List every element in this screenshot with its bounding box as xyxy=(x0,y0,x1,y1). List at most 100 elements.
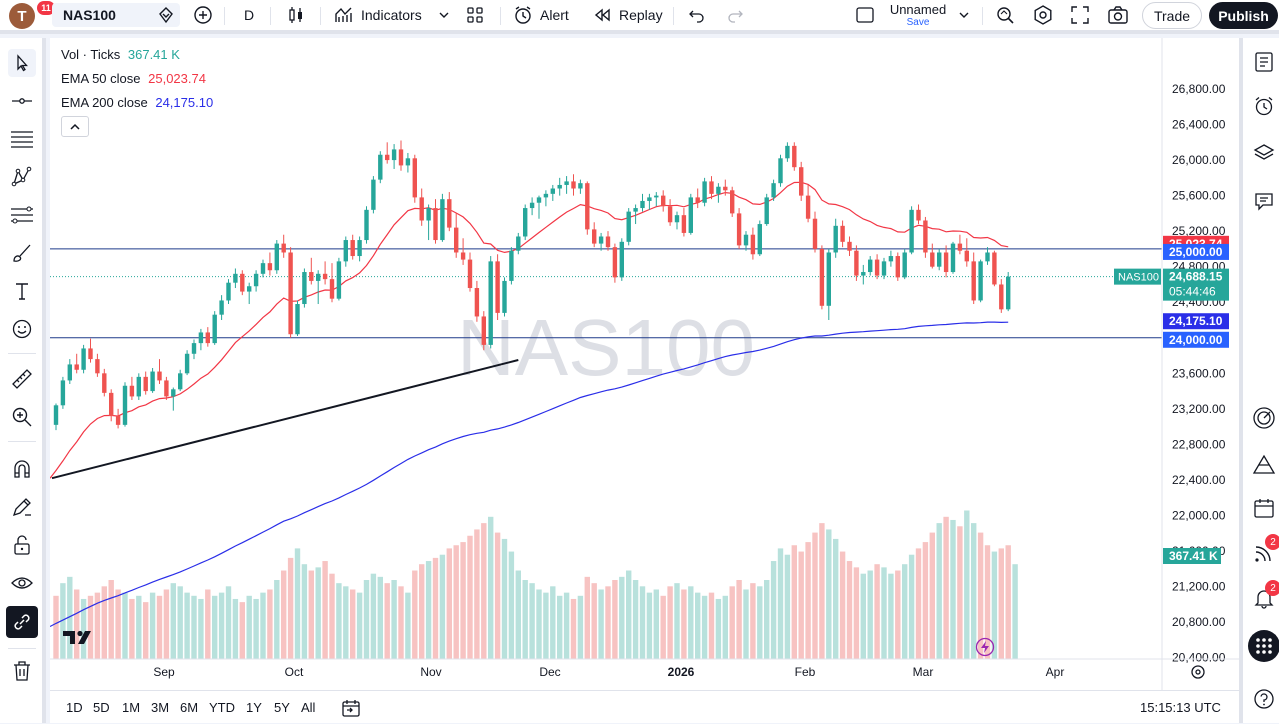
emoji-tool-icon[interactable] xyxy=(8,315,36,343)
candle-body xyxy=(253,273,259,287)
volume-legend[interactable]: Vol · Ticks 367.41 K xyxy=(61,47,180,62)
pattern-tool-icon[interactable] xyxy=(8,163,36,191)
redo-icon[interactable] xyxy=(726,0,744,30)
candle-body xyxy=(778,158,783,184)
add-symbol-icon[interactable] xyxy=(193,0,213,30)
price-tick-label: 26,800.00 xyxy=(1172,82,1226,96)
volume-bar xyxy=(453,545,459,659)
volume-bar xyxy=(860,573,866,659)
interval-button[interactable]: D xyxy=(244,7,255,23)
pattern-triangle-icon[interactable] xyxy=(1251,451,1277,477)
range-button-ytd[interactable]: YTD xyxy=(209,700,235,715)
calendar-icon[interactable] xyxy=(1251,495,1277,521)
fib-tool-icon[interactable] xyxy=(8,201,36,229)
target-icon[interactable] xyxy=(1251,405,1277,431)
candle-body xyxy=(329,279,335,299)
watchlist-icon[interactable] xyxy=(1251,49,1277,75)
range-button-6m[interactable]: 6M xyxy=(180,700,199,715)
price-chart[interactable]: NAS100 26,800.00 26,400.00 26,000.00 25,600… xyxy=(50,38,1239,690)
indicators-dropdown-icon[interactable] xyxy=(438,0,450,30)
candle-body xyxy=(785,145,790,159)
layout-dropdown-icon[interactable] xyxy=(958,0,970,30)
trade-button[interactable]: Trade xyxy=(1142,2,1202,29)
settings-gear-icon[interactable] xyxy=(1032,0,1054,30)
range-button-1m[interactable]: 1M xyxy=(122,700,141,715)
ruler-icon[interactable] xyxy=(8,365,36,393)
range-button-5d[interactable]: 5D xyxy=(93,700,110,715)
support-trendline xyxy=(51,359,519,480)
utc-clock[interactable]: 15:15:13 UTC xyxy=(1140,700,1221,715)
candle-body xyxy=(391,149,397,161)
help-icon[interactable] xyxy=(1251,686,1277,712)
horizontal-lines-icon[interactable] xyxy=(8,125,36,153)
price-tick-label: 22,800.00 xyxy=(1172,437,1226,451)
candle-body xyxy=(88,348,93,360)
user-avatar[interactable]: T 11 xyxy=(9,1,55,29)
alerts-clock-icon[interactable] xyxy=(1251,93,1277,119)
ideas-stream-icon[interactable] xyxy=(1251,540,1277,566)
trash-icon[interactable] xyxy=(8,657,36,685)
candle-body xyxy=(550,188,555,194)
replay-button[interactable]: Replay xyxy=(592,0,663,30)
range-button-all[interactable]: All xyxy=(301,700,316,715)
time-axis-settings-icon[interactable] xyxy=(1190,664,1206,683)
candle-body xyxy=(716,186,721,194)
layout-checkbox-icon[interactable] xyxy=(855,0,875,30)
candle-body xyxy=(460,252,466,260)
undo-icon[interactable] xyxy=(688,0,706,30)
price-axis[interactable]: 26,800.00 26,400.00 26,000.00 25,600.00 25,2… xyxy=(1114,38,1229,690)
legend-collapse-button[interactable] xyxy=(61,116,89,137)
candle-body xyxy=(805,195,811,219)
publish-button[interactable]: Publish xyxy=(1209,2,1278,29)
layouts-grid-icon[interactable] xyxy=(466,0,484,30)
camera-snapshot-icon[interactable] xyxy=(1107,0,1129,30)
date-range-calendar-icon[interactable] xyxy=(341,691,361,724)
time-axis[interactable]: Sep Oct Nov Dec 2026 Feb Mar Apr xyxy=(50,658,1239,679)
layers-icon[interactable] xyxy=(1251,140,1277,166)
symbol-name[interactable]: NAS100 xyxy=(63,7,116,23)
candle-body xyxy=(115,415,121,425)
volume-bar xyxy=(212,595,218,659)
visibility-eye-icon[interactable] xyxy=(8,569,36,597)
compare-diamond-icon[interactable] xyxy=(157,0,175,30)
trend-line-tool-icon[interactable] xyxy=(8,87,36,115)
candle-body xyxy=(481,316,486,345)
lightning-icon[interactable] xyxy=(975,637,995,660)
range-button-1y[interactable]: 1Y xyxy=(246,700,262,715)
candles-icon[interactable] xyxy=(286,0,306,30)
candle-body xyxy=(916,209,921,221)
tradingview-logo-icon[interactable] xyxy=(62,628,96,649)
text-tool-icon[interactable] xyxy=(8,277,36,305)
candle-body xyxy=(233,273,238,283)
fullscreen-icon[interactable] xyxy=(1070,0,1090,30)
alert-button[interactable]: Alert xyxy=(513,0,569,30)
quick-search-icon[interactable] xyxy=(994,0,1016,30)
indicators-button[interactable]: Indicators xyxy=(334,0,422,30)
lock-icon[interactable] xyxy=(8,531,36,559)
magnet-icon[interactable] xyxy=(8,455,36,483)
draw-mode-icon[interactable] xyxy=(8,493,36,521)
candle-body xyxy=(702,181,707,203)
layout-name-button[interactable]: Unnamed Save xyxy=(887,3,949,29)
volume-bar xyxy=(867,570,873,659)
brush-tool-icon[interactable] xyxy=(8,239,36,267)
range-button-3m[interactable]: 3M xyxy=(151,700,170,715)
range-button-5y[interactable]: 5Y xyxy=(274,700,290,715)
zoom-in-icon[interactable] xyxy=(8,403,36,431)
candle-body xyxy=(612,247,618,278)
volume-bar xyxy=(826,529,832,659)
trendline[interactable] xyxy=(51,359,519,480)
volume-bar xyxy=(494,532,501,659)
ema50-legend[interactable]: EMA 50 close 25,023.74 xyxy=(61,71,206,86)
symbol-search[interactable] xyxy=(52,3,180,27)
link-chain-icon[interactable] xyxy=(6,606,38,638)
volume-bar xyxy=(977,532,984,659)
apps-grid-icon[interactable] xyxy=(1248,630,1279,662)
chat-icon[interactable] xyxy=(1251,188,1277,214)
candle-body xyxy=(219,300,224,315)
cursor-icon[interactable] xyxy=(8,49,36,77)
range-button-1d[interactable]: 1D xyxy=(66,700,83,715)
volume-bar xyxy=(646,592,653,659)
ema200-legend[interactable]: EMA 200 close 24,175.10 xyxy=(61,95,213,110)
chart-pane[interactable]: NAS100 26,800.00 26,400.00 26,000.00 25,600… xyxy=(50,38,1239,690)
